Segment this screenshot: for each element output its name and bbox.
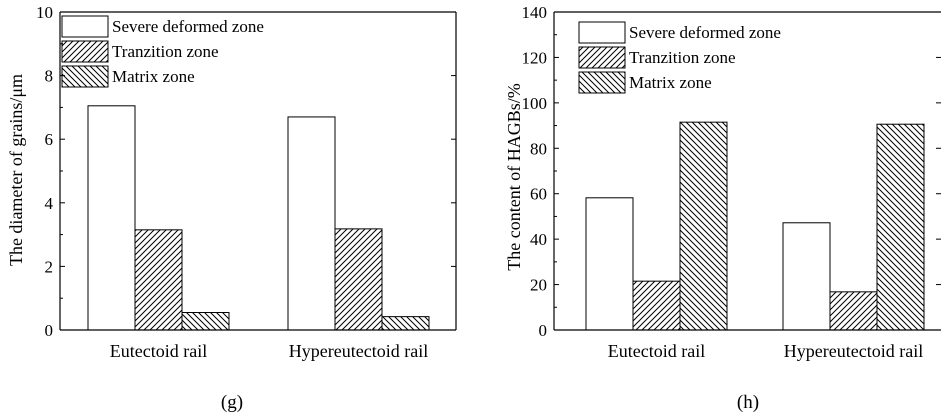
chart-panel-h: 0 20 40 60 80 100 120 140 Eutectoid rail Hypereut… — [504, 3, 941, 413]
y-tick-label: 4 — [45, 194, 54, 213]
legend-swatch — [61, 40, 109, 63]
bar — [381, 316, 430, 331]
legend-label: Matrix zone — [629, 73, 712, 92]
legend-label: Severe deformed zone — [112, 17, 264, 36]
panel-label: (h) — [737, 392, 759, 413]
legend-label: Tranzition zone — [112, 42, 219, 61]
bar — [134, 229, 183, 331]
y-tick-label: 140 — [522, 3, 548, 22]
legend-swatch — [578, 46, 626, 69]
y-tick-label: 8 — [45, 67, 54, 86]
legend-swatch — [578, 71, 626, 94]
x-tick-label: Eutectoid rail — [110, 341, 207, 361]
bar — [181, 312, 230, 331]
y-tick-label: 2 — [45, 257, 54, 276]
y-tick-label: 10 — [36, 3, 53, 22]
legend-swatch — [61, 15, 109, 38]
y-tick-label: 40 — [530, 230, 547, 249]
y-tick-label: 100 — [522, 94, 548, 113]
y-tick-label: 60 — [530, 185, 547, 204]
legend-swatch — [578, 21, 626, 44]
legend-label: Tranzition zone — [629, 48, 736, 67]
panel-label: (g) — [221, 392, 243, 413]
x-tick-label: Hypereutectoid rail — [784, 341, 923, 361]
x-tick-label: Eutectoid rail — [608, 341, 705, 361]
y-tick-label: 80 — [530, 139, 547, 158]
y-tick-label: 0 — [539, 321, 548, 340]
y-axis-label: The content of HAGBs/% — [504, 83, 524, 270]
y-tick-label: 0 — [45, 321, 54, 340]
bar — [632, 280, 681, 331]
legend-swatch — [61, 65, 109, 88]
y-axis-label: The diameter of grains/μm — [6, 74, 26, 266]
bar — [334, 228, 383, 331]
y-tick-label: 6 — [45, 130, 54, 149]
bar — [876, 123, 925, 331]
x-tick-label: Hypereutectoid rail — [289, 341, 428, 361]
legend-label: Matrix zone — [112, 67, 195, 86]
legend-label: Severe deformed zone — [629, 23, 781, 42]
plot-area: 0 2 4 6 8 10 Eutectoid rail Hypereutectoid rail… — [36, 3, 457, 361]
chart-panel-g: 0 2 4 6 8 10 Eutectoid rail Hypereutectoid rail… — [6, 3, 457, 413]
bar — [679, 121, 728, 331]
y-tick-label: 120 — [522, 48, 548, 67]
bar — [782, 222, 831, 331]
bar — [287, 116, 336, 331]
bar — [829, 291, 878, 331]
bar — [87, 105, 136, 331]
y-tick-label: 20 — [530, 276, 547, 295]
plot-area: 0 20 40 60 80 100 120 140 Eutectoid rail Hypereut… — [522, 3, 941, 361]
bar — [585, 197, 634, 331]
